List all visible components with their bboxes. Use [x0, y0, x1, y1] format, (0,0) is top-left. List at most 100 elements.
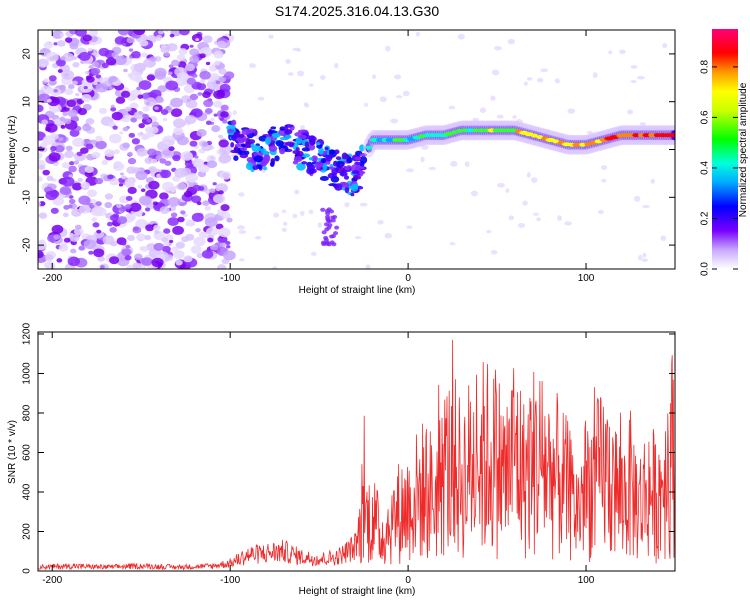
spectrogram-noise-cell	[248, 63, 256, 69]
spectrogram-noise-cell	[162, 245, 171, 253]
spectrogram-noise-cell	[175, 259, 183, 266]
spectrogram-noise-cell	[61, 69, 75, 80]
spectrogram-noise-cell	[160, 148, 174, 159]
spectrogram-signal-cell	[351, 170, 360, 175]
spectrogram-noise-cell	[650, 178, 655, 184]
spectrogram-noise-cell	[159, 206, 170, 214]
spectrogram-noise-cell	[105, 57, 117, 66]
spectrogram-noise-cell	[198, 164, 210, 173]
spectrogram-noise-cell	[67, 256, 81, 267]
spectrogram-noise-cell	[41, 119, 49, 125]
spectrogram-noise-cell	[206, 227, 219, 237]
spectrogram-noise-cell	[213, 113, 218, 117]
spectrogram-noise-cell	[57, 69, 63, 73]
spectrogram-noise-cell	[88, 30, 99, 37]
spectrogram-noise-cell	[282, 209, 287, 214]
spectrogram-signal-cell	[326, 242, 332, 247]
spectrogram-noise-cell	[95, 177, 104, 185]
spectrogram-noise-cell	[157, 85, 167, 93]
spectrogram-noise-cell	[38, 201, 41, 206]
spectrogram-signal-cell	[325, 217, 331, 222]
spectrogram-noise-cell	[43, 78, 49, 83]
spectrogram-noise-cell	[163, 51, 170, 57]
spectrogram-noise-cell	[641, 258, 648, 262]
spectrogram-noise-cell	[148, 180, 160, 190]
spectrogram-noise-cell	[59, 33, 65, 37]
spectrogram-noise-cell	[101, 62, 109, 69]
spectrogram-signal-cell	[262, 166, 268, 171]
spectrogram-noise-cell	[56, 40, 66, 47]
spectrogram-noise-cell	[95, 201, 102, 207]
spectrogram-noise-cell	[522, 200, 528, 206]
spectrogram-noise-cell	[192, 73, 198, 78]
spectrogram-noise-cell	[608, 50, 613, 55]
spectrogram-noise-cell	[189, 178, 195, 183]
spectrogram-noise-cell	[50, 145, 57, 152]
spectrogram-noise-cell	[45, 190, 58, 201]
spectrogram-noise-cell	[205, 120, 212, 126]
spectrogram-noise-cell	[130, 117, 138, 123]
spectrogram-noise-cell	[170, 108, 183, 117]
spectrogram-noise-cell	[170, 59, 180, 67]
spectrogram-noise-cell	[38, 212, 48, 219]
x-tick-label: -100	[220, 273, 240, 284]
y-tick-label: 600	[22, 444, 33, 461]
spectrogram-band-peak	[632, 133, 640, 138]
spectrogram-noise-cell	[167, 71, 173, 76]
spectrogram-noise-cell	[190, 245, 202, 254]
spectrogram-band-peak	[451, 130, 458, 135]
spectrogram-noise-cell	[597, 209, 604, 215]
spectrogram-noise-cell	[155, 37, 162, 42]
spectrogram-signal-cell	[334, 225, 340, 230]
spectrogram-band-peak	[572, 142, 582, 147]
spectrogram-noise-cell	[218, 153, 232, 164]
spectrogram-noise-cell	[636, 75, 645, 80]
spectrogram-noise-cell	[95, 74, 102, 79]
spectrogram-noise-cell	[98, 107, 108, 115]
spectrogram-noise-cell	[59, 186, 72, 195]
spectrogram-noise-cell	[146, 119, 152, 123]
spectrogram-noise-cell	[137, 184, 143, 189]
spectrogram-noise-cell	[72, 182, 83, 191]
spectrogram-signal-cell	[247, 139, 256, 144]
spectrogram-noise-cell	[205, 61, 211, 66]
spectrogram-signal-cell	[237, 139, 245, 144]
spectrogram-noise-cell	[54, 118, 62, 125]
spectrogram-noise-cell	[176, 54, 186, 61]
spectrogram-signal-cell	[344, 166, 351, 171]
spectrogram-noise-cell	[457, 33, 465, 40]
spectrogram-noise-cell	[385, 45, 391, 52]
spectrogram-noise-cell	[319, 74, 326, 81]
spectrogram-noise-cell	[93, 248, 105, 258]
spectrogram-band-peak	[376, 137, 384, 142]
spectrogram-noise-cell	[60, 125, 66, 129]
spectrogram-x-label: Height of straight line (km)	[299, 285, 416, 296]
spectrogram-noise-cell	[479, 107, 487, 114]
colorbar-tick-label: 0.2	[700, 211, 711, 225]
spectrogram-signal-cell	[279, 147, 286, 155]
spectrogram-noise-cell	[532, 212, 540, 216]
spectrogram-noise-cell	[630, 64, 638, 69]
spectrogram-noise-cell	[120, 172, 125, 176]
spectrogram-signal-cell	[306, 163, 315, 171]
spectrogram-noise-cell	[155, 95, 164, 102]
spectrogram-noise-cell	[101, 159, 109, 166]
spectrogram-signal-cell	[293, 155, 303, 163]
spectrogram-noise-cell	[218, 190, 224, 195]
spectrogram-noise-cell	[172, 118, 186, 129]
spectrogram-noise-cell	[56, 58, 66, 67]
spectrogram-noise-cell	[217, 235, 228, 244]
spectrogram-noise-cell	[53, 89, 58, 93]
spectrogram-noise-cell	[135, 170, 148, 181]
spectrogram-noise-cell	[61, 162, 70, 169]
spectrogram-noise-cell	[512, 115, 517, 119]
colorbar: 0.0 0.2 0.4 0.6 0.8 Normalized spectral ampl…	[700, 29, 749, 276]
spectrogram-band-peak	[579, 142, 586, 147]
spectrogram-noise-cell	[303, 102, 309, 106]
spectrogram-noise-cell	[257, 96, 265, 101]
spectrogram-noise-cell	[116, 203, 122, 209]
spectrogram-signal-cell	[314, 161, 322, 170]
spectrogram-noise-cell	[121, 248, 132, 257]
y-tick-label: -20	[22, 237, 33, 252]
